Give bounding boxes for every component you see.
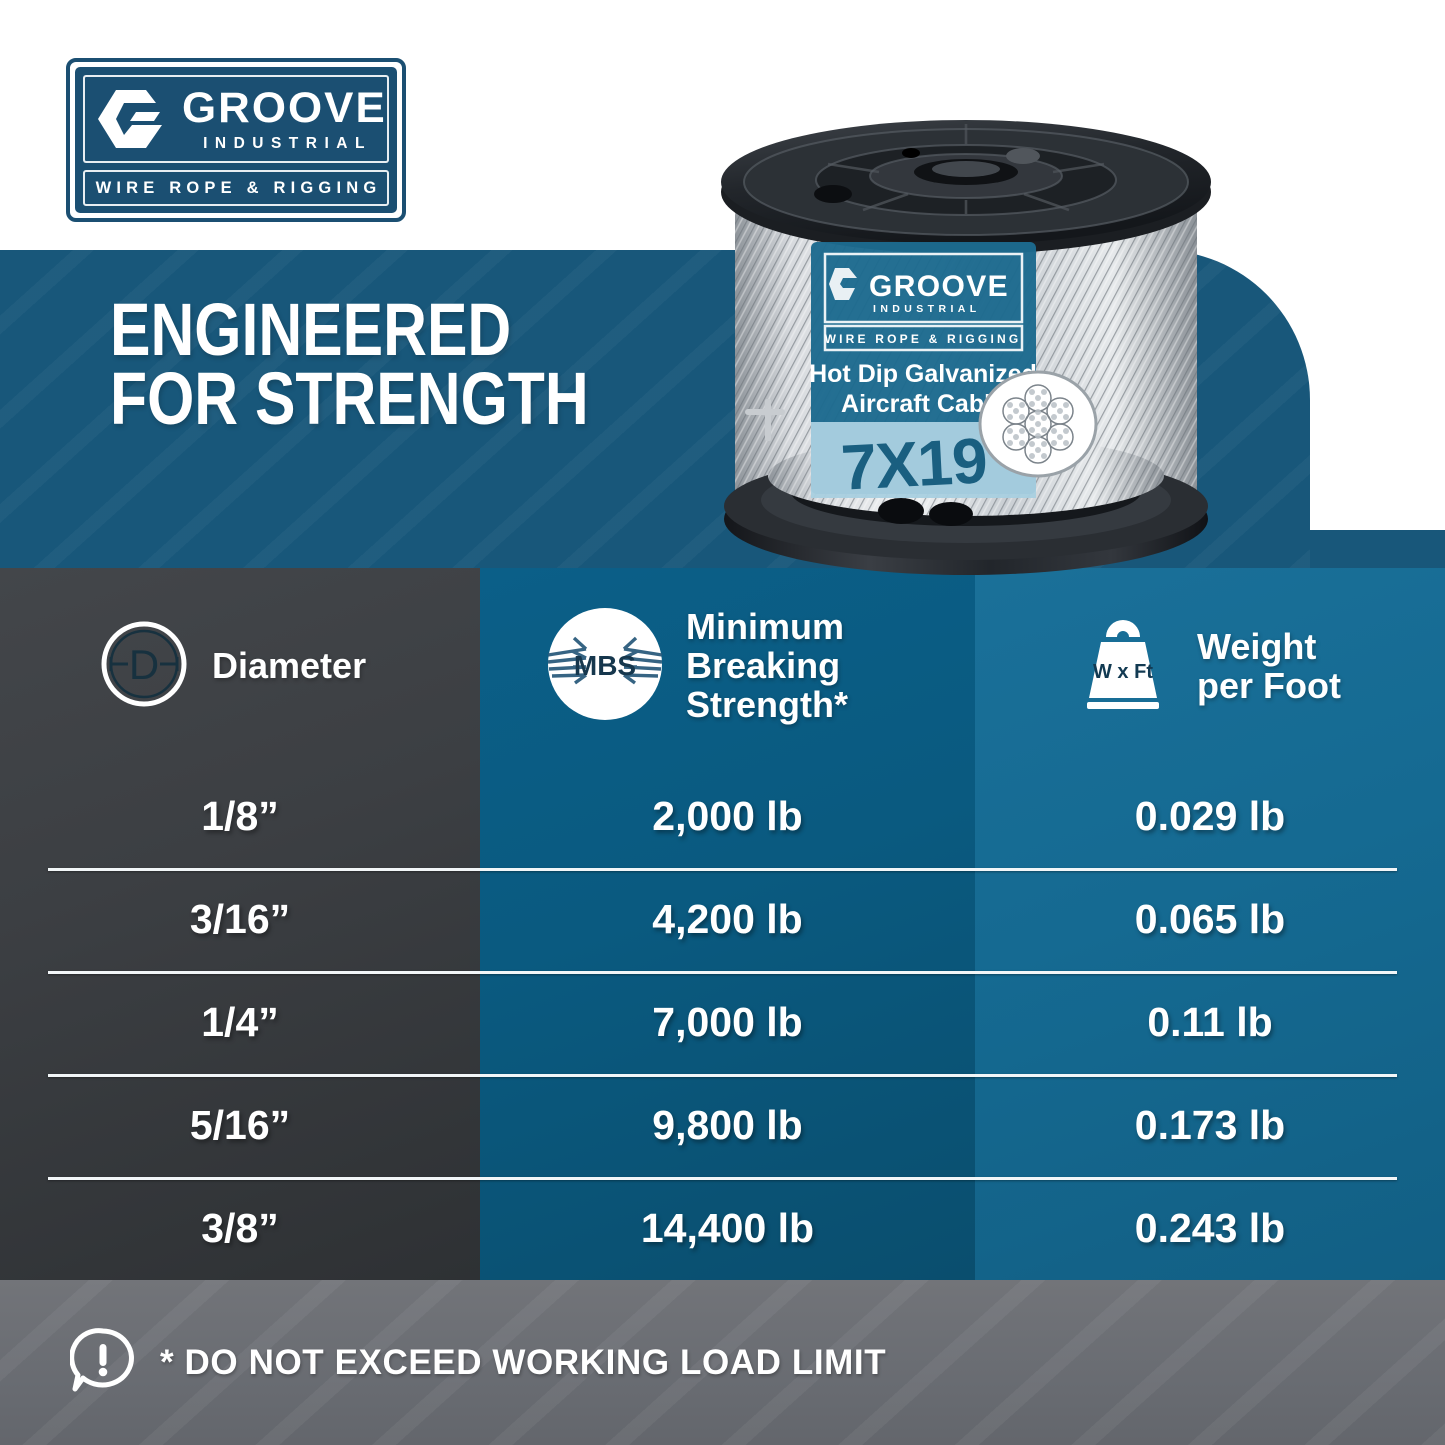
product-label: GROOVE INDUSTRIAL WIRE ROPE & RIGGING Ho… bbox=[809, 242, 1098, 504]
logo-tagline: WIRE ROPE & RIGGING bbox=[95, 179, 382, 197]
table-row: 3/16” 4,200 lb 0.065 lb bbox=[0, 868, 1445, 971]
cell-mbs: 4,200 lb bbox=[652, 896, 803, 942]
table-row: 1/4” 7,000 lb 0.11 lb bbox=[0, 971, 1445, 1074]
header-mbs-label: Minimum Breaking Strength* bbox=[686, 606, 848, 725]
logo-brand-name: GROOVE bbox=[181, 83, 387, 132]
cell-diameter: 3/8” bbox=[201, 1205, 279, 1251]
cell-weight: 0.11 lb bbox=[1147, 999, 1273, 1045]
cell-mbs: 2,000 lb bbox=[652, 793, 803, 839]
row-divider bbox=[48, 868, 1397, 871]
footer-warning-band: * DO NOT EXCEED WORKING LOAD LIMIT bbox=[0, 1280, 1445, 1445]
cable-cross-section-icon bbox=[978, 370, 1098, 478]
svg-text:Aircraft Cable: Aircraft Cable bbox=[841, 390, 1005, 418]
cell-diameter: 5/16” bbox=[189, 1102, 291, 1148]
header-weight-label: Weight per Foot bbox=[1197, 625, 1341, 706]
row-divider bbox=[48, 971, 1397, 974]
mbs-icon: MBS bbox=[546, 605, 664, 728]
cell-diameter: 1/4” bbox=[201, 999, 279, 1045]
cell-weight: 0.029 lb bbox=[1134, 793, 1286, 839]
groove-g-icon bbox=[83, 75, 181, 163]
header-diameter: D Diameter bbox=[0, 568, 578, 765]
logo-brand-sub: INDUSTRIAL bbox=[203, 134, 372, 152]
header-weight: W x Ft Weight per Foot bbox=[975, 568, 1445, 765]
weight-icon: W x Ft bbox=[1071, 612, 1175, 721]
svg-text:Hot Dip Galvanized: Hot Dip Galvanized bbox=[809, 360, 1037, 388]
cell-mbs: 14,400 lb bbox=[640, 1205, 815, 1251]
row-divider bbox=[48, 1074, 1397, 1077]
svg-text:W x Ft: W x Ft bbox=[1093, 661, 1153, 683]
page-title: ENGINEERED FOR STRENGTH bbox=[110, 288, 589, 440]
table-row: 1/8” 2,000 lb 0.029 lb bbox=[0, 765, 1445, 868]
column-weight bbox=[975, 568, 1445, 1280]
svg-text:WIRE ROPE & RIGGING: WIRE ROPE & RIGGING bbox=[825, 332, 1022, 346]
footer-content: * DO NOT EXCEED WORKING LOAD LIMIT bbox=[69, 1280, 887, 1445]
column-diameter bbox=[0, 568, 480, 1280]
cell-mbs: 9,800 lb bbox=[652, 1102, 803, 1148]
logo-top-row: GROOVE INDUSTRIAL bbox=[83, 75, 389, 163]
table-row: 3/8” 14,400 lb 0.243 lb bbox=[0, 1177, 1445, 1280]
logo-inner-panel: GROOVE INDUSTRIAL WIRE ROPE & RIGGING bbox=[75, 67, 397, 213]
svg-text:MBS: MBS bbox=[574, 650, 636, 681]
table-header-row: D Diameter bbox=[0, 568, 1445, 765]
cell-diameter: 3/16” bbox=[189, 896, 291, 942]
wire-rope-spool-image: GROOVE INDUSTRIAL WIRE ROPE & RIGGING Ho… bbox=[683, 14, 1246, 594]
brand-logo: GROOVE INDUSTRIAL WIRE ROPE & RIGGING bbox=[66, 58, 406, 222]
cell-weight: 0.065 lb bbox=[1134, 896, 1286, 942]
logo-wordmark: GROOVE INDUSTRIAL bbox=[181, 75, 389, 163]
logo-tagline-bar: WIRE ROPE & RIGGING bbox=[83, 170, 389, 206]
diameter-icon: D bbox=[98, 618, 190, 715]
svg-text:D: D bbox=[129, 641, 159, 688]
row-divider bbox=[48, 1177, 1397, 1180]
footer-warning-text: * DO NOT EXCEED WORKING LOAD LIMIT bbox=[160, 1342, 887, 1382]
table-row: 5/16” 9,800 lb 0.173 lb bbox=[0, 1074, 1445, 1177]
header-diameter-label: Diameter bbox=[212, 645, 367, 687]
spec-table: D Diameter bbox=[0, 568, 1445, 1280]
warning-exclamation-icon bbox=[69, 1327, 136, 1398]
cell-weight: 0.173 lb bbox=[1134, 1102, 1286, 1148]
cell-mbs: 7,000 lb bbox=[652, 999, 803, 1045]
table-body: 1/8” 2,000 lb 0.029 lb 3/16” 4,200 lb 0.065 l… bbox=[0, 765, 1445, 1280]
cell-weight: 0.243 lb bbox=[1134, 1205, 1286, 1251]
svg-text:INDUSTRIAL: INDUSTRIAL bbox=[873, 303, 981, 315]
logo-outer-frame: GROOVE INDUSTRIAL WIRE ROPE & RIGGING bbox=[66, 58, 406, 222]
header-mbs: MBS Minimum Breaking Strength* bbox=[480, 568, 1041, 765]
svg-text:GROOVE: GROOVE bbox=[869, 270, 1009, 303]
cell-diameter: 1/8” bbox=[201, 793, 279, 839]
svg-text:7X19: 7X19 bbox=[839, 424, 988, 504]
